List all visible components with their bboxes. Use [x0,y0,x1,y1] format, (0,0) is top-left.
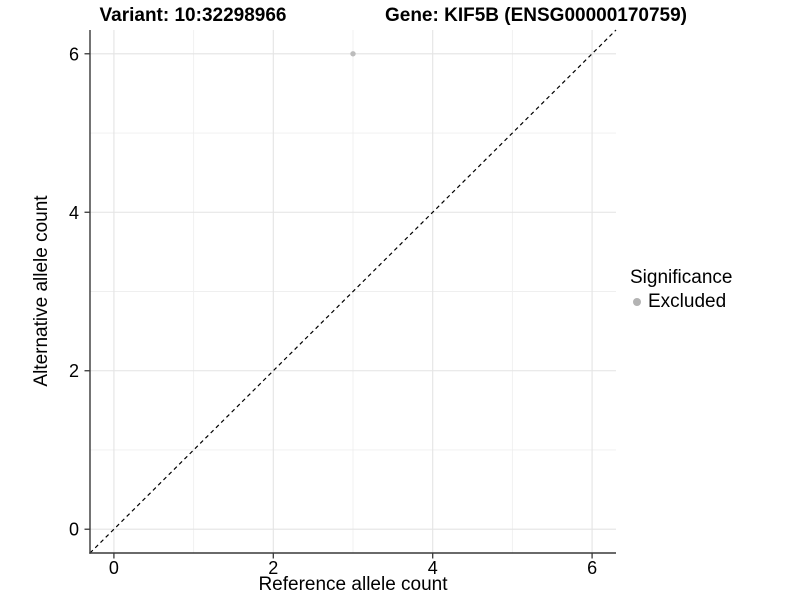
x-tick-label: 2 [268,558,278,578]
y-tick-label: 2 [69,361,79,381]
excluded-point-icon [633,298,641,306]
x-tick-label: 4 [428,558,438,578]
x-tick-label: 6 [587,558,597,578]
y-tick-label: 0 [69,520,79,540]
gene-title: Gene: KIF5B (ENSG00000170759) [384,5,688,26]
legend-title: Significance [630,267,733,288]
x-axis-label: Reference allele count [258,574,448,595]
data-point [350,51,356,57]
legend-item-label: Excluded [648,291,727,312]
y-tick-label: 4 [69,203,79,223]
y-tick-label: 6 [69,44,79,64]
legend-item-excluded: Excluded [627,291,732,313]
y-axis-label: Alternative allele count [31,195,52,387]
variant-title: Variant: 10:32298966 [99,5,287,26]
legend: Significance Excluded [627,267,732,313]
x-tick-label: 0 [109,558,119,578]
identity-reference-line [89,29,617,554]
